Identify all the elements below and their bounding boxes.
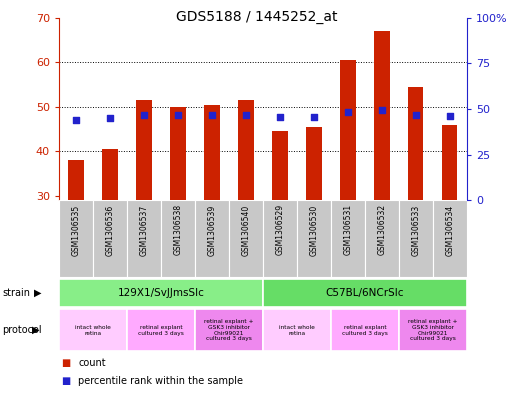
Text: retinal explant +
GSK3 inhibitor
Chir99021
cultured 3 days: retinal explant + GSK3 inhibitor Chir990… xyxy=(204,319,253,341)
Bar xyxy=(263,279,467,307)
Bar xyxy=(399,200,433,277)
Text: GSM1306531: GSM1306531 xyxy=(343,204,352,255)
Bar xyxy=(331,200,365,277)
Point xyxy=(276,114,284,120)
Bar xyxy=(272,131,288,200)
Bar xyxy=(340,60,356,200)
Point xyxy=(208,112,216,119)
Text: ■: ■ xyxy=(62,358,71,368)
Point xyxy=(242,111,250,118)
Bar xyxy=(195,309,263,351)
Point xyxy=(310,114,318,120)
Bar xyxy=(59,279,263,307)
Text: intact whole
retina: intact whole retina xyxy=(279,325,315,336)
Text: GSM1306537: GSM1306537 xyxy=(140,204,148,255)
Text: GSM1306540: GSM1306540 xyxy=(242,204,250,255)
Point xyxy=(378,107,386,113)
Text: GDS5188 / 1445252_at: GDS5188 / 1445252_at xyxy=(176,10,337,24)
Text: retinal explant
cultured 3 days: retinal explant cultured 3 days xyxy=(138,325,184,336)
Text: strain: strain xyxy=(3,288,31,298)
Bar xyxy=(331,309,399,351)
Text: ▶: ▶ xyxy=(32,325,40,335)
Bar xyxy=(408,87,424,200)
Point xyxy=(446,113,454,119)
Bar xyxy=(433,200,467,277)
Text: GSM1306536: GSM1306536 xyxy=(106,204,114,255)
Bar xyxy=(136,100,152,200)
Text: GSM1306529: GSM1306529 xyxy=(275,204,284,255)
Text: retinal explant
cultured 3 days: retinal explant cultured 3 days xyxy=(342,325,388,336)
Text: GSM1306534: GSM1306534 xyxy=(445,204,455,255)
Bar xyxy=(365,200,399,277)
Text: intact whole
retina: intact whole retina xyxy=(75,325,111,336)
Text: GSM1306535: GSM1306535 xyxy=(71,204,81,255)
Bar xyxy=(238,100,253,200)
Bar xyxy=(374,31,389,200)
Bar xyxy=(306,127,322,200)
Bar xyxy=(161,200,195,277)
Text: GSM1306538: GSM1306538 xyxy=(173,204,183,255)
Point xyxy=(72,117,80,123)
Bar xyxy=(127,200,161,277)
Point xyxy=(344,108,352,115)
Text: GSM1306532: GSM1306532 xyxy=(378,204,386,255)
Text: GSM1306530: GSM1306530 xyxy=(309,204,319,255)
Bar xyxy=(399,309,467,351)
Text: ■: ■ xyxy=(62,376,71,386)
Bar xyxy=(195,200,229,277)
Text: GSM1306533: GSM1306533 xyxy=(411,204,420,255)
Text: C57BL/6NCrSlc: C57BL/6NCrSlc xyxy=(326,288,404,298)
Text: percentile rank within the sample: percentile rank within the sample xyxy=(78,376,244,386)
Point xyxy=(174,112,182,119)
Text: 129X1/SvJJmsSlc: 129X1/SvJJmsSlc xyxy=(117,288,204,298)
Bar xyxy=(263,309,331,351)
Bar xyxy=(102,149,117,200)
Bar xyxy=(204,105,220,200)
Text: protocol: protocol xyxy=(3,325,42,335)
Point xyxy=(140,112,148,119)
Bar xyxy=(442,125,458,200)
Bar xyxy=(297,200,331,277)
Text: retinal explant +
GSK3 inhibitor
Chir99021
cultured 3 days: retinal explant + GSK3 inhibitor Chir990… xyxy=(408,319,458,341)
Bar xyxy=(68,160,84,200)
Bar xyxy=(263,200,297,277)
Bar xyxy=(59,200,93,277)
Bar xyxy=(127,309,195,351)
Bar xyxy=(59,309,127,351)
Text: count: count xyxy=(78,358,106,368)
Point xyxy=(412,111,420,118)
Text: ▶: ▶ xyxy=(34,288,42,298)
Bar xyxy=(93,200,127,277)
Text: GSM1306539: GSM1306539 xyxy=(207,204,216,255)
Bar xyxy=(170,107,186,200)
Bar xyxy=(229,200,263,277)
Point xyxy=(106,115,114,121)
